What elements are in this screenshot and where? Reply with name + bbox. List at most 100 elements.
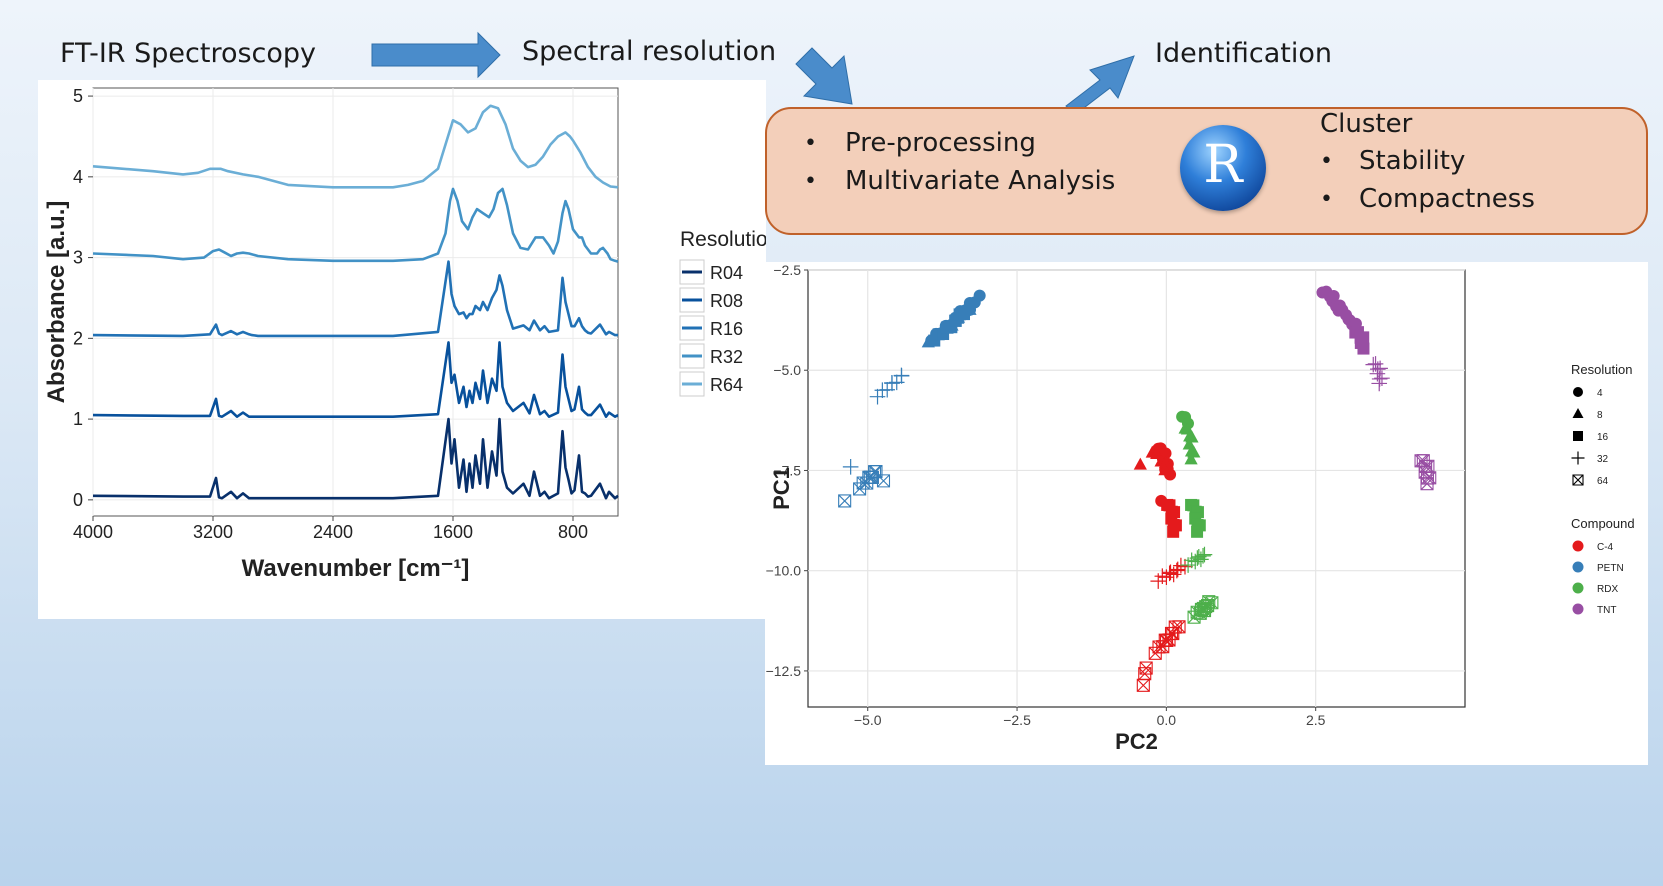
point-boxx — [1205, 596, 1219, 610]
x-tick-label: 0.0 — [1157, 712, 1177, 728]
x-axis-label: Wavenumber [cm⁻¹] — [242, 555, 470, 582]
point-boxx — [1572, 474, 1584, 486]
point-triangle — [1572, 408, 1584, 418]
x-tick-label: 3200 — [193, 522, 233, 542]
legend-label: R64 — [710, 375, 743, 395]
series-line-R32 — [92, 187, 619, 263]
color-legend-swatch-C-4 — [1572, 540, 1584, 552]
x-tick-label: 2400 — [313, 522, 353, 542]
point-triangle — [1150, 447, 1164, 460]
point-triangle — [1133, 457, 1147, 470]
point-plus — [1571, 451, 1585, 465]
color-legend-swatch-RDX — [1572, 582, 1584, 594]
legend-label: R32 — [710, 347, 743, 367]
bullet-mark: • — [1320, 149, 1333, 174]
color-legend-swatch-TNT — [1572, 603, 1584, 615]
legend-label: R04 — [710, 263, 743, 283]
cluster-item-stability: Stability — [1359, 146, 1466, 176]
y-tick-label: 5 — [73, 86, 83, 106]
point-plus — [1162, 564, 1179, 581]
point-square — [1167, 525, 1180, 538]
r-logo-icon: R — [1180, 125, 1266, 211]
point-plus — [1177, 558, 1193, 575]
series-line-R64 — [92, 104, 619, 189]
shape-legend-title: Resolution — [1571, 362, 1632, 377]
point-triangle — [1184, 452, 1198, 465]
color-legend-title: Compound — [1571, 516, 1635, 531]
point-circle — [973, 289, 986, 302]
bullet-mark: • — [1320, 187, 1333, 212]
y-tick-label: 2 — [73, 328, 83, 348]
series-line-R16 — [92, 260, 618, 338]
y-tick-label: 4 — [73, 167, 83, 187]
legend-label: R08 — [710, 291, 743, 311]
x-tick-label: −5.0 — [854, 712, 882, 728]
arrow-up-right-icon — [1065, 55, 1135, 115]
spectra-chart-panel: 4000 3200 2400 1600 800 0 1 2 3 4 5 Wavenumber [cm⁻… — [38, 80, 779, 619]
series-line-R08 — [92, 341, 619, 419]
y-axis-label: Absorbance [a.u.] — [43, 201, 70, 404]
point-boxx — [876, 474, 891, 488]
arrow-down-right-icon — [795, 47, 853, 105]
y-tick-label: 0 — [73, 490, 83, 510]
point-boxx — [1139, 661, 1153, 675]
point-triangle — [1158, 463, 1172, 476]
point-boxx — [1420, 477, 1434, 491]
point-square — [1573, 431, 1583, 441]
point-square — [1357, 342, 1370, 355]
x-tick-label: 2.5 — [1306, 712, 1326, 728]
x-tick-label: −2.5 — [1003, 712, 1031, 728]
r-logo-letter: R — [1203, 135, 1243, 195]
color-legend-label: PETN — [1597, 563, 1624, 574]
shape-legend-label: 8 — [1597, 410, 1603, 421]
shape-legend-label: 64 — [1597, 476, 1609, 487]
processing-box: • Pre-processing • Multivariate Analysis… — [765, 107, 1648, 235]
x-axis-label: PC2 — [1115, 729, 1158, 754]
cluster-title: Cluster — [1320, 109, 1413, 139]
point-plus — [1196, 546, 1213, 563]
legend-title: Resolution — [680, 228, 766, 251]
point-plus — [1154, 568, 1171, 584]
color-legend-swatch-PETN — [1572, 561, 1584, 573]
flow-step-spectral-resolution: Spectral resolution — [522, 36, 777, 67]
y-tick-label: −7.5 — [773, 462, 801, 478]
pca-chart: −5.0 −2.5 0.0 2.5 −2.5 −5.0 −7.5 −10.0 −12.5 PC2 P… — [766, 262, 1635, 754]
processing-item-preprocessing: Pre-processing — [845, 128, 1036, 158]
color-legend-label: RDX — [1597, 584, 1618, 595]
plot-area — [92, 87, 619, 517]
flow-step-identification: Identification — [1155, 38, 1333, 69]
bullet-mark: • — [804, 131, 817, 156]
y-tick-label: −2.5 — [773, 262, 801, 278]
flow-step-ftir: FT-IR Spectroscopy — [60, 38, 317, 69]
y-tick-label: −10.0 — [766, 563, 802, 579]
point-square — [1191, 525, 1204, 538]
x-tick-label: 1600 — [433, 522, 473, 542]
legend-label: R16 — [710, 319, 743, 339]
y-axis-label: PC1 — [769, 467, 794, 510]
point-plus — [893, 367, 910, 384]
point-triangle — [1158, 455, 1173, 468]
point-plus — [1161, 565, 1178, 582]
point-boxx — [1202, 595, 1216, 609]
shape-legend-label: 16 — [1597, 432, 1609, 443]
shape-legend-label: 32 — [1597, 454, 1609, 465]
bullet-mark: • — [804, 169, 817, 194]
color-legend-label: C-4 — [1597, 542, 1614, 553]
point-plus — [1169, 561, 1186, 578]
y-tick-label: 3 — [73, 248, 83, 268]
series-line-R04 — [92, 417, 619, 500]
processing-item-multivariate: Multivariate Analysis — [845, 166, 1116, 196]
point-plus — [1371, 375, 1388, 392]
point-square — [958, 308, 971, 321]
y-tick-label: −12.5 — [766, 663, 802, 679]
x-tick-label: 800 — [558, 522, 588, 542]
shape-legend-label: 4 — [1597, 388, 1603, 399]
color-legend-label: TNT — [1597, 605, 1616, 616]
point-circle — [1573, 387, 1583, 397]
spectra-chart: 4000 3200 2400 1600 800 0 1 2 3 4 5 Wavenumber [cm⁻… — [43, 86, 779, 582]
pca-chart-panel: −5.0 −2.5 0.0 2.5 −2.5 −5.0 −7.5 −10.0 −12.5 PC2 P… — [765, 262, 1648, 765]
arrow-right-icon — [371, 31, 501, 79]
x-tick-label: 4000 — [73, 522, 113, 542]
y-tick-label: −5.0 — [773, 362, 801, 378]
point-boxx — [1172, 620, 1186, 634]
